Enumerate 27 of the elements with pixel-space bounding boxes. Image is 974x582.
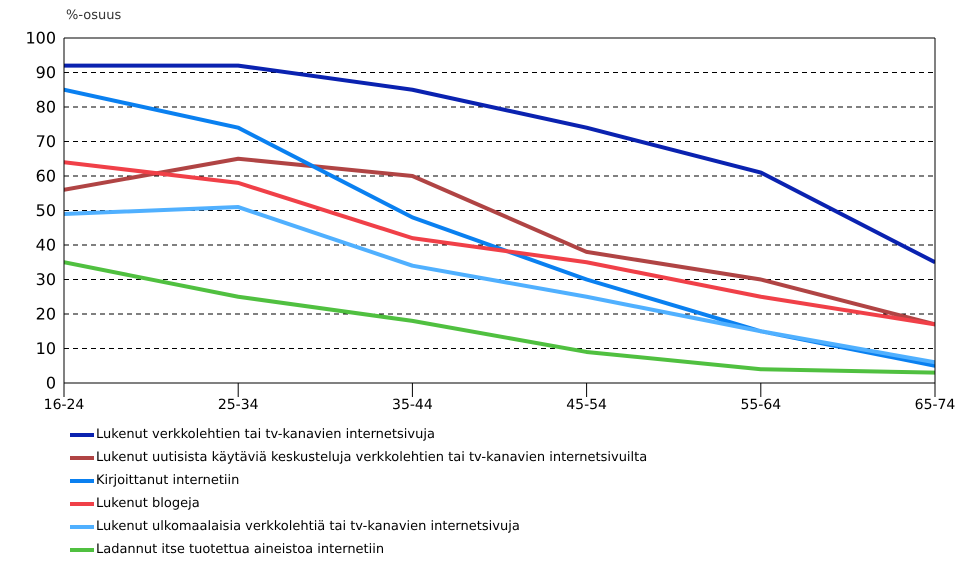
y-tick-label: 20 — [36, 304, 56, 324]
y-tick-label: 100 — [25, 28, 56, 48]
x-tick-label: 65-74 — [914, 396, 956, 413]
y-tick-label: 80 — [36, 98, 56, 117]
legend-label: Kirjoittanut internetiin — [96, 473, 240, 488]
legend-label: Lukenut blogeja — [96, 496, 200, 511]
y-axis-title: %-osuus — [66, 8, 122, 25]
x-tick-label: 16-24 — [44, 396, 84, 413]
x-tick-label: 35-44 — [392, 396, 433, 413]
y-tick-label: 60 — [36, 166, 56, 186]
x-tick-label: 55-64 — [740, 396, 782, 413]
y-tick-label: 40 — [36, 236, 56, 255]
line-series — [64, 64, 935, 264]
y-tick-label: 70 — [36, 132, 56, 152]
legend-label: Ladannut itse tuotettua aineistoa internetiin — [96, 542, 384, 557]
line-series — [64, 205, 935, 364]
y-tick-label: 10 — [36, 339, 56, 358]
legend-label: Lukenut ulkomaalaisia verkkolehtiä tai tv-kanavien internetsivuja — [96, 519, 520, 534]
y-tick-label: 0 — [46, 374, 56, 393]
line-series — [64, 260, 935, 375]
y-tick-label: 50 — [36, 201, 56, 220]
legend-label: Lukenut verkkolehtien tai tv-kanavien internetsivuja — [96, 427, 435, 442]
legend-label: Lukenut uutisista käytäviä keskusteluja verkkolehtien tai tv-kanavien internetsivuilta — [96, 450, 648, 465]
y-tick-label: 90 — [36, 63, 56, 82]
x-tick-label: 25-34 — [218, 396, 259, 413]
y-tick-label: 30 — [36, 270, 56, 290]
x-tick-label: 45-54 — [566, 396, 608, 413]
